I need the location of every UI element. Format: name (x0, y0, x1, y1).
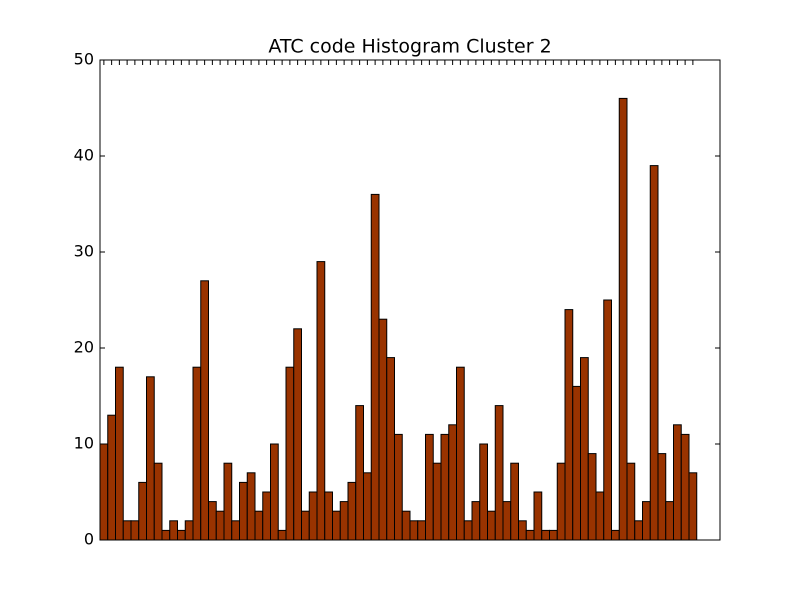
bar (611, 529, 620, 541)
bar (138, 481, 147, 541)
bar (115, 366, 124, 541)
bar (208, 501, 217, 541)
bar (595, 491, 605, 541)
bar (169, 520, 178, 541)
y-tick-label: 10 (74, 434, 94, 453)
bar (246, 472, 256, 541)
bar (471, 501, 481, 541)
bar (626, 462, 636, 541)
bar (293, 328, 302, 541)
bar (502, 501, 512, 541)
bar (564, 309, 574, 541)
bar (270, 443, 279, 541)
y-tick-label: 0 (84, 530, 94, 549)
bar (107, 414, 116, 541)
bar (239, 481, 248, 541)
bar (533, 491, 543, 541)
bar (487, 510, 496, 541)
bar (324, 491, 333, 541)
bar (642, 501, 651, 541)
bar (580, 357, 589, 541)
bar (665, 501, 674, 541)
bar (587, 453, 597, 541)
bar (316, 261, 326, 541)
bar (618, 97, 628, 541)
bar (122, 520, 132, 541)
bar (494, 405, 504, 541)
bar (556, 462, 566, 541)
bar (231, 520, 240, 541)
bar (254, 510, 264, 541)
bar (215, 510, 225, 541)
bar (200, 280, 209, 541)
bar (285, 366, 295, 541)
bar (277, 529, 287, 541)
bar (262, 491, 271, 541)
bar (363, 472, 372, 541)
bar (688, 472, 698, 541)
y-tick-label: 40 (74, 146, 94, 165)
bar (401, 510, 411, 541)
bar (673, 424, 682, 541)
bar (456, 366, 465, 541)
bar (417, 520, 426, 541)
bar (680, 433, 690, 541)
bar (510, 462, 519, 541)
bar (394, 433, 403, 541)
bar (549, 529, 558, 541)
bar (161, 529, 171, 541)
bar (153, 462, 163, 541)
chart-title: ATC code Histogram Cluster 2 (268, 36, 551, 58)
bar (657, 453, 667, 541)
plot-frame (99, 59, 721, 541)
bar (184, 520, 194, 541)
bar (99, 443, 109, 541)
y-tick-label: 20 (74, 338, 94, 357)
bar (440, 433, 450, 541)
bar (192, 366, 202, 541)
bar (463, 520, 473, 541)
bar (432, 462, 442, 541)
bar (479, 443, 488, 541)
bar (448, 424, 457, 541)
bar (386, 357, 395, 541)
bar (347, 481, 357, 541)
y-tick-label: 50 (74, 50, 94, 69)
bar (177, 529, 186, 541)
bar (378, 318, 388, 541)
bar (409, 520, 419, 541)
bar (332, 510, 341, 541)
bar (541, 529, 550, 541)
bar (355, 405, 364, 541)
bar (370, 193, 380, 541)
bar (649, 165, 659, 541)
bar (130, 520, 140, 541)
y-tick-label: 30 (74, 242, 94, 261)
bar (146, 376, 155, 541)
bar (525, 529, 535, 541)
bar (634, 520, 643, 541)
bar (603, 299, 612, 541)
bar (223, 462, 233, 541)
bar (518, 520, 527, 541)
bar (425, 433, 434, 541)
bar (572, 385, 581, 541)
bar (308, 491, 318, 541)
bar (301, 510, 310, 541)
bar (339, 501, 349, 541)
